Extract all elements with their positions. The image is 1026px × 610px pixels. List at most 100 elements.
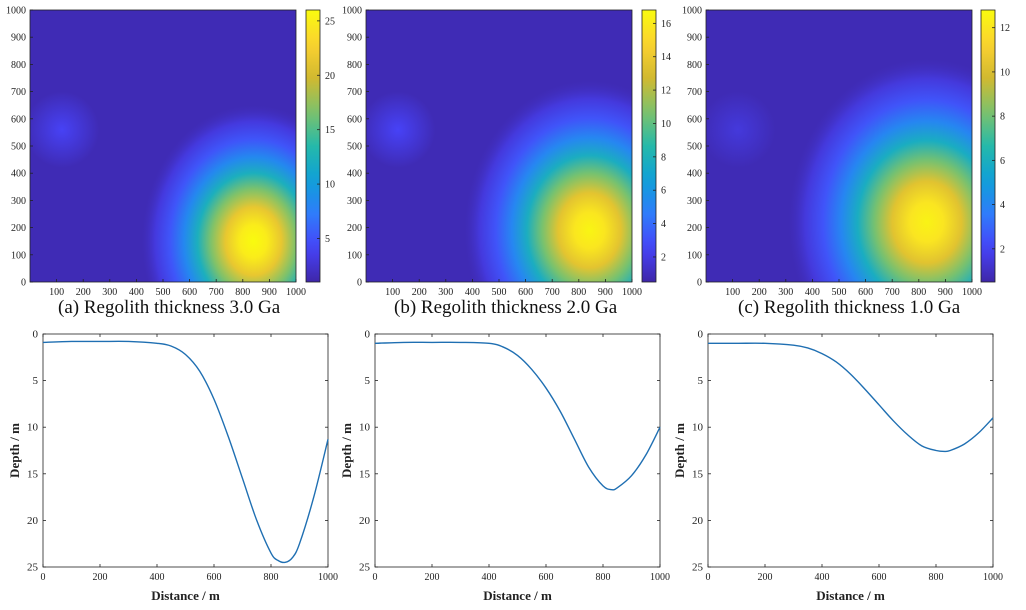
y-tick-label: 300 bbox=[347, 196, 362, 207]
depth-series-line bbox=[42, 340, 329, 564]
depth-series-line bbox=[374, 341, 661, 491]
y-tick-label: 200 bbox=[687, 223, 702, 234]
colorbar-tick-label: 25 bbox=[325, 16, 335, 27]
x-tick-label: 600 bbox=[858, 287, 873, 298]
x-tick-label: 0 bbox=[373, 572, 378, 583]
y-tick-label: 100 bbox=[687, 250, 702, 261]
plot-frame bbox=[42, 333, 329, 568]
y-tick-label: 700 bbox=[687, 87, 702, 98]
x-tick-label: 200 bbox=[76, 287, 91, 298]
x-tick-label: 700 bbox=[885, 287, 900, 298]
y-tick-label: 15 bbox=[692, 468, 704, 480]
y-tick-label: 0 bbox=[357, 278, 362, 289]
x-tick-label: 800 bbox=[596, 572, 611, 583]
y-tick-label: 0 bbox=[33, 329, 39, 341]
x-tick-label: 400 bbox=[815, 572, 830, 583]
x-tick-label: 800 bbox=[929, 572, 944, 583]
x-axis-label: Distance / m bbox=[816, 588, 885, 603]
y-tick-label: 0 bbox=[698, 329, 704, 341]
x-tick-label: 500 bbox=[492, 287, 507, 298]
heatmap-peak bbox=[141, 105, 296, 282]
y-tick-label: 0 bbox=[21, 278, 26, 289]
depth-profile-0 bbox=[42, 333, 329, 568]
colorbar-tick-label: 10 bbox=[325, 180, 335, 191]
y-axis-label: Depth / m bbox=[672, 423, 687, 478]
y-tick-label: 500 bbox=[347, 142, 362, 153]
x-tick-label: 700 bbox=[545, 287, 560, 298]
colorbar bbox=[305, 9, 321, 283]
x-tick-label: 1000 bbox=[962, 287, 982, 298]
colorbar-tick-label: 8 bbox=[1000, 112, 1005, 123]
y-tick-label: 800 bbox=[347, 60, 362, 71]
y-tick-label: 400 bbox=[347, 169, 362, 180]
x-tick-label: 600 bbox=[518, 287, 533, 298]
y-tick-label: 200 bbox=[11, 223, 26, 234]
y-tick-label: 400 bbox=[687, 169, 702, 180]
colorbar-tick-label: 12 bbox=[661, 86, 671, 97]
depth-series-line bbox=[707, 342, 994, 453]
x-tick-label: 800 bbox=[235, 287, 250, 298]
heatmap-field bbox=[366, 80, 632, 282]
colorbar-tick-label: 20 bbox=[325, 71, 335, 82]
y-tick-label: 1000 bbox=[6, 6, 26, 17]
y-tick-label: 5 bbox=[698, 375, 704, 387]
y-tick-label: 25 bbox=[692, 562, 704, 574]
x-tick-label: 200 bbox=[752, 287, 767, 298]
y-tick-label: 100 bbox=[347, 250, 362, 261]
heatmap-2 bbox=[705, 9, 996, 283]
colorbar-tick-label: 8 bbox=[661, 152, 666, 163]
x-tick-label: 1000 bbox=[286, 287, 306, 298]
x-tick-label: 700 bbox=[209, 287, 224, 298]
caption-a: (a) Regolith thickness 3.0 Ga bbox=[58, 297, 281, 318]
caption-c: (c) Regolith thickness 1.0 Ga bbox=[738, 297, 961, 318]
x-tick-label: 800 bbox=[911, 287, 926, 298]
y-tick-label: 700 bbox=[347, 87, 362, 98]
x-tick-label: 400 bbox=[129, 287, 144, 298]
x-axis-label: Distance / m bbox=[483, 588, 552, 603]
y-tick-label: 20 bbox=[692, 515, 704, 527]
x-tick-label: 600 bbox=[872, 572, 887, 583]
y-tick-label: 15 bbox=[27, 468, 39, 480]
y-tick-label: 900 bbox=[347, 33, 362, 44]
y-tick-label: 500 bbox=[11, 142, 26, 153]
x-axis-label: Distance / m bbox=[151, 588, 220, 603]
x-tick-label: 1000 bbox=[983, 572, 1003, 583]
heatmap-secondary-bump bbox=[706, 91, 776, 168]
y-tick-label: 20 bbox=[359, 515, 371, 527]
caption-b: (b) Regolith thickness 2.0 Ga bbox=[394, 297, 618, 318]
y-tick-label: 600 bbox=[11, 114, 26, 125]
y-tick-label: 800 bbox=[687, 60, 702, 71]
colorbar bbox=[641, 9, 657, 283]
x-tick-label: 400 bbox=[465, 287, 480, 298]
y-tick-label: 25 bbox=[27, 562, 39, 574]
heatmap-0 bbox=[29, 9, 321, 283]
y-tick-label: 0 bbox=[365, 329, 371, 341]
x-tick-label: 900 bbox=[262, 287, 277, 298]
x-tick-label: 100 bbox=[725, 287, 740, 298]
x-tick-label: 200 bbox=[412, 287, 427, 298]
y-tick-label: 900 bbox=[687, 33, 702, 44]
y-tick-label: 20 bbox=[27, 515, 39, 527]
colorbar-tick-label: 6 bbox=[1000, 156, 1005, 167]
y-tick-label: 15 bbox=[359, 468, 371, 480]
x-tick-label: 400 bbox=[150, 572, 165, 583]
colorbar-tick-label: 10 bbox=[1000, 67, 1010, 78]
heatmap-secondary-bump bbox=[30, 91, 100, 168]
depth-profile-1 bbox=[374, 333, 661, 568]
y-tick-label: 100 bbox=[11, 250, 26, 261]
x-tick-label: 900 bbox=[598, 287, 613, 298]
colorbar-tick-label: 4 bbox=[661, 219, 666, 230]
x-tick-label: 300 bbox=[438, 287, 453, 298]
heatmap-1 bbox=[365, 9, 657, 283]
colorbar-tick-label: 14 bbox=[661, 52, 671, 63]
y-tick-label: 500 bbox=[687, 142, 702, 153]
heatmap-peak bbox=[464, 80, 632, 282]
x-tick-label: 200 bbox=[93, 572, 108, 583]
colorbar-tick-label: 2 bbox=[1000, 244, 1005, 255]
y-axis-label: Depth / m bbox=[7, 423, 22, 478]
y-tick-label: 900 bbox=[11, 33, 26, 44]
heatmap-peak bbox=[788, 59, 972, 282]
x-tick-label: 800 bbox=[571, 287, 586, 298]
heatmap-secondary-bump bbox=[366, 91, 436, 168]
x-tick-label: 1000 bbox=[318, 572, 338, 583]
